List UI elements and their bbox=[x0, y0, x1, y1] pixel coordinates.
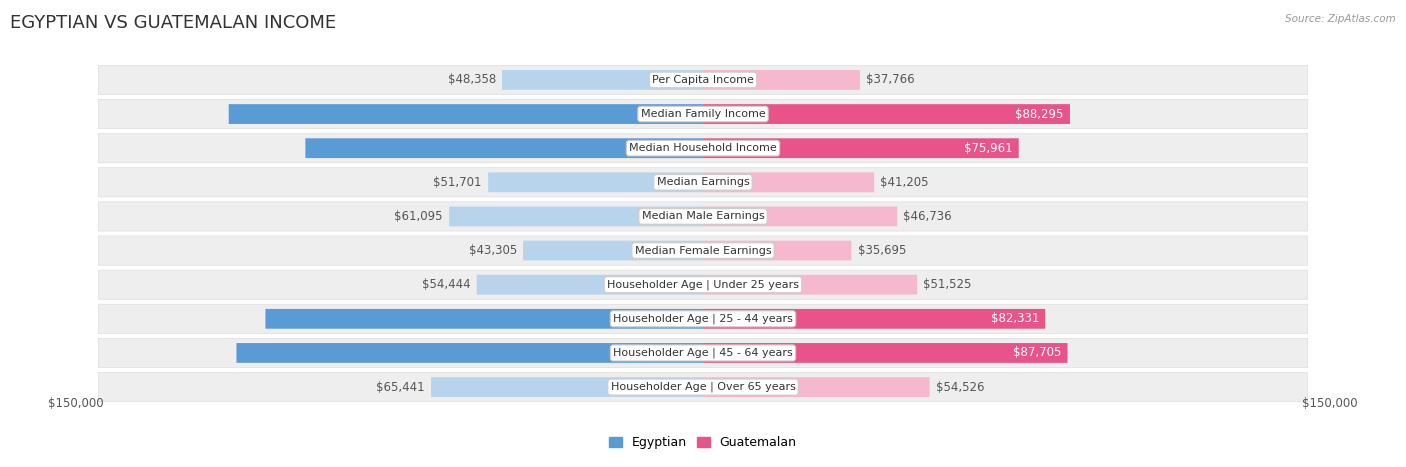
Text: Median Earnings: Median Earnings bbox=[657, 177, 749, 187]
FancyBboxPatch shape bbox=[98, 99, 1308, 129]
Text: $35,695: $35,695 bbox=[858, 244, 905, 257]
Text: $46,736: $46,736 bbox=[904, 210, 952, 223]
FancyBboxPatch shape bbox=[502, 70, 703, 90]
FancyBboxPatch shape bbox=[488, 172, 703, 192]
Text: $43,305: $43,305 bbox=[468, 244, 517, 257]
FancyBboxPatch shape bbox=[98, 65, 1308, 94]
FancyBboxPatch shape bbox=[703, 377, 929, 397]
Text: $75,961: $75,961 bbox=[965, 142, 1012, 155]
Text: Median Household Income: Median Household Income bbox=[628, 143, 778, 153]
FancyBboxPatch shape bbox=[229, 104, 703, 124]
Text: $65,441: $65,441 bbox=[377, 381, 425, 394]
FancyBboxPatch shape bbox=[449, 206, 703, 226]
FancyBboxPatch shape bbox=[236, 343, 703, 363]
FancyBboxPatch shape bbox=[523, 241, 703, 261]
Text: Median Female Earnings: Median Female Earnings bbox=[634, 246, 772, 255]
FancyBboxPatch shape bbox=[703, 275, 917, 295]
Text: $150,000: $150,000 bbox=[48, 397, 104, 410]
FancyBboxPatch shape bbox=[477, 275, 703, 295]
FancyBboxPatch shape bbox=[703, 241, 852, 261]
FancyBboxPatch shape bbox=[305, 138, 703, 158]
FancyBboxPatch shape bbox=[98, 270, 1308, 299]
Text: EGYPTIAN VS GUATEMALAN INCOME: EGYPTIAN VS GUATEMALAN INCOME bbox=[10, 14, 336, 32]
FancyBboxPatch shape bbox=[703, 343, 1067, 363]
FancyBboxPatch shape bbox=[432, 377, 703, 397]
FancyBboxPatch shape bbox=[703, 172, 875, 192]
FancyBboxPatch shape bbox=[703, 138, 1019, 158]
Text: Householder Age | 45 - 64 years: Householder Age | 45 - 64 years bbox=[613, 348, 793, 358]
Text: $41,205: $41,205 bbox=[880, 176, 929, 189]
FancyBboxPatch shape bbox=[98, 373, 1308, 402]
FancyBboxPatch shape bbox=[703, 206, 897, 226]
FancyBboxPatch shape bbox=[703, 70, 860, 90]
Text: $95,673: $95,673 bbox=[655, 142, 704, 155]
Text: $105,282: $105,282 bbox=[651, 312, 706, 325]
Text: Median Family Income: Median Family Income bbox=[641, 109, 765, 119]
FancyBboxPatch shape bbox=[98, 202, 1308, 231]
Text: $112,256: $112,256 bbox=[647, 347, 703, 360]
Text: $150,000: $150,000 bbox=[1302, 397, 1358, 410]
Text: $54,526: $54,526 bbox=[936, 381, 984, 394]
FancyBboxPatch shape bbox=[98, 134, 1308, 163]
FancyBboxPatch shape bbox=[266, 309, 703, 329]
Text: $48,358: $48,358 bbox=[447, 73, 496, 86]
Text: $51,701: $51,701 bbox=[433, 176, 482, 189]
Text: $88,295: $88,295 bbox=[1015, 107, 1064, 120]
Text: Householder Age | Over 65 years: Householder Age | Over 65 years bbox=[610, 382, 796, 392]
Text: $37,766: $37,766 bbox=[866, 73, 915, 86]
Text: $87,705: $87,705 bbox=[1012, 347, 1062, 360]
Text: Median Male Earnings: Median Male Earnings bbox=[641, 212, 765, 221]
FancyBboxPatch shape bbox=[703, 104, 1070, 124]
FancyBboxPatch shape bbox=[703, 309, 1045, 329]
Text: $61,095: $61,095 bbox=[394, 210, 443, 223]
Text: $114,119: $114,119 bbox=[647, 107, 703, 120]
FancyBboxPatch shape bbox=[98, 236, 1308, 265]
FancyBboxPatch shape bbox=[98, 304, 1308, 333]
Text: $82,331: $82,331 bbox=[991, 312, 1039, 325]
Text: Per Capita Income: Per Capita Income bbox=[652, 75, 754, 85]
Text: Householder Age | 25 - 44 years: Householder Age | 25 - 44 years bbox=[613, 313, 793, 324]
Text: $54,444: $54,444 bbox=[422, 278, 471, 291]
Text: $51,525: $51,525 bbox=[924, 278, 972, 291]
Text: Source: ZipAtlas.com: Source: ZipAtlas.com bbox=[1285, 14, 1396, 24]
FancyBboxPatch shape bbox=[98, 168, 1308, 197]
Legend: Egyptian, Guatemalan: Egyptian, Guatemalan bbox=[605, 432, 801, 454]
FancyBboxPatch shape bbox=[98, 338, 1308, 368]
Text: Householder Age | Under 25 years: Householder Age | Under 25 years bbox=[607, 279, 799, 290]
